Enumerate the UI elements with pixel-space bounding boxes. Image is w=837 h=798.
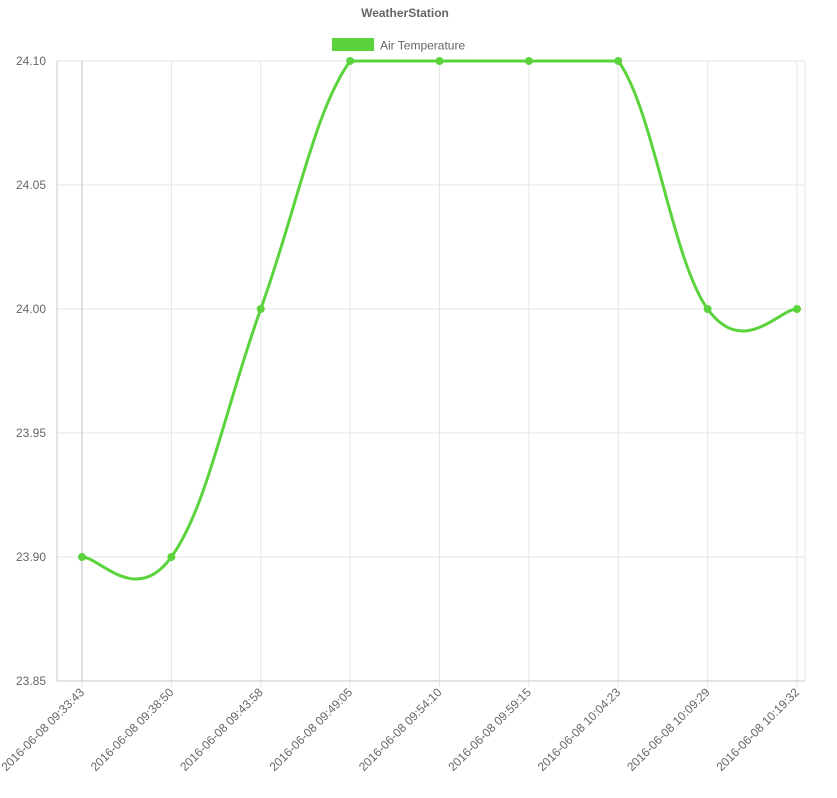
data-point[interactable] xyxy=(167,553,176,561)
data-point[interactable] xyxy=(703,305,712,313)
legend[interactable]: Air Temperature xyxy=(332,38,465,53)
data-point[interactable] xyxy=(346,57,355,65)
y-tick-label: 23.95 xyxy=(16,426,46,440)
data-point[interactable] xyxy=(78,553,86,561)
y-gridlines xyxy=(57,60,805,682)
y-tick-label: 24.00 xyxy=(16,302,46,316)
x-tick-label: 2016-06-08 09:33:43 xyxy=(0,685,87,774)
x-tick-label: 2016-06-08 10:19:32 xyxy=(713,685,802,774)
x-tick-label: 2016-06-08 09:38:50 xyxy=(88,685,177,774)
series-line xyxy=(81,59,798,581)
legend-swatch xyxy=(332,38,374,51)
series-air-temperature xyxy=(78,57,801,581)
data-point[interactable] xyxy=(435,57,444,65)
x-tick-label: 2016-06-08 09:59:15 xyxy=(445,685,534,774)
y-tick-label: 23.85 xyxy=(16,674,46,688)
data-point[interactable] xyxy=(793,305,801,313)
x-tick-label: 2016-06-08 10:04:23 xyxy=(535,685,624,774)
axes xyxy=(56,61,805,682)
chart-title: WeatherStation xyxy=(361,6,449,20)
y-axis-tick-labels: 24.10 24.05 24.00 23.95 23.90 23.85 xyxy=(16,54,46,688)
y-tick-label: 23.90 xyxy=(16,550,46,564)
x-tick-label: 2016-06-08 09:54:10 xyxy=(356,685,445,774)
x-tick-label: 2016-06-08 09:49:05 xyxy=(267,685,356,774)
data-point[interactable] xyxy=(524,57,533,65)
x-tick-label: 2016-06-08 09:43:58 xyxy=(177,685,266,774)
x-tick-label: 2016-06-08 10:09:29 xyxy=(624,685,713,774)
data-point[interactable] xyxy=(614,57,623,65)
x-gridlines xyxy=(81,61,806,687)
y-tick-label: 24.10 xyxy=(16,54,46,68)
x-axis-tick-labels: 2016-06-08 09:33:43 2016-06-08 09:38:50 20… xyxy=(0,685,802,774)
y-tick-label: 24.05 xyxy=(16,178,46,192)
data-point[interactable] xyxy=(256,305,265,313)
legend-label-air-temperature: Air Temperature xyxy=(380,39,465,53)
